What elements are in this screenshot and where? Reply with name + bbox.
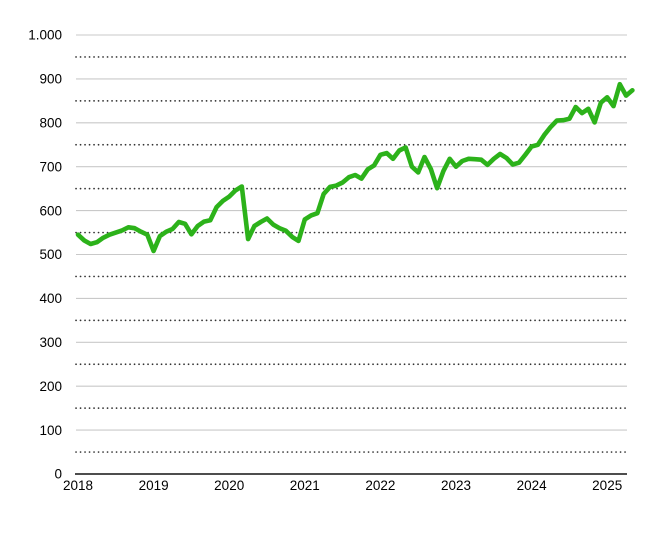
data-series-line [75, 81, 635, 254]
y-axis-tick-label: 300 [39, 335, 62, 350]
y-axis-tick-label: 200 [39, 379, 62, 394]
x-axis-tick-label: 2025 [592, 478, 622, 493]
y-axis-tick-label: 500 [39, 247, 62, 262]
x-axis-tick-label: 2024 [517, 478, 548, 493]
y-axis-tick-label: 700 [39, 159, 62, 174]
x-axis-tick-label: 2023 [441, 478, 471, 493]
y-axis-tick-label: 1.000 [28, 28, 62, 43]
y-axis-tick-label: 100 [39, 423, 62, 438]
x-axis-tick-label: 2022 [365, 478, 395, 493]
x-axis-tick-label: 2019 [139, 478, 169, 493]
y-axis-tick-label: 900 [39, 72, 62, 87]
y-axis-tick-label: 800 [39, 116, 62, 131]
y-axis-tick-label: 400 [39, 291, 62, 306]
y-axis-tick-label: 600 [39, 203, 62, 218]
x-axis-tick-label: 2021 [290, 478, 320, 493]
x-axis-tick-label: 2018 [63, 478, 93, 493]
y-axis-tick-label: 0 [54, 467, 62, 482]
x-axis-tick-label: 2020 [214, 478, 244, 493]
